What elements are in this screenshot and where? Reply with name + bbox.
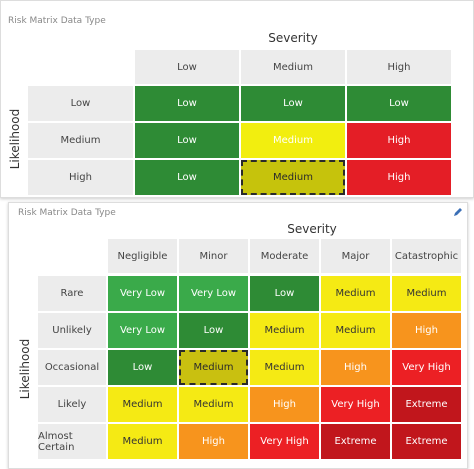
column-header: Low [135,50,239,84]
risk-cell[interactable]: Medium [321,276,390,311]
row-header: Rare [38,276,106,311]
risk-cell[interactable]: Low [135,86,239,121]
y-axis-label: Likelihood [18,338,32,400]
risk-cell[interactable]: Medium [179,350,248,385]
risk-cell[interactable]: Medium [241,160,345,195]
column-header: Medium [241,50,345,84]
risk-cell[interactable]: High [347,160,451,195]
risk-cell[interactable]: Extreme [392,424,461,459]
risk-cell[interactable]: Medium [321,313,390,348]
column-header: Catastrophic [392,239,461,273]
y-axis-label: Likelihood [8,108,22,170]
row-header: Occasional [38,350,106,385]
risk-cell[interactable]: Medium [108,387,177,422]
row-header: Almost Certain [38,424,106,459]
row-header: Medium [28,123,133,158]
row-header: Likely [38,387,106,422]
column-header: Major [321,239,390,273]
risk-cell[interactable]: High [250,387,319,422]
risk-cell[interactable]: Extreme [392,387,461,422]
risk-cell[interactable]: Low [241,86,345,121]
risk-cell[interactable]: Very High [321,387,390,422]
risk-cell[interactable]: High [321,350,390,385]
risk-cell[interactable]: Very Low [108,313,177,348]
risk-cell[interactable]: Low [179,313,248,348]
x-axis-label: Severity [268,31,318,45]
column-header: Negligible [108,239,177,273]
panel-title: Risk Matrix Data Type [8,16,106,26]
risk-cell[interactable]: Medium [250,313,319,348]
risk-cell[interactable]: Very Low [179,276,248,311]
risk-cell[interactable]: High [392,313,461,348]
risk-cell[interactable]: Medium [241,123,345,158]
risk-cell[interactable]: Low [135,160,239,195]
risk-cell[interactable]: Low [108,350,177,385]
risk-cell[interactable]: Low [250,276,319,311]
column-header: Minor [179,239,248,273]
risk-cell[interactable]: Medium [108,424,177,459]
risk-cell[interactable]: Extreme [321,424,390,459]
row-header: Low [28,86,133,121]
risk-cell[interactable]: Very Low [108,276,177,311]
risk-cell[interactable]: Low [135,123,239,158]
row-header: Unlikely [38,313,106,348]
risk-cell[interactable]: Very High [392,350,461,385]
risk-cell[interactable]: High [179,424,248,459]
risk-cell[interactable]: Low [347,86,451,121]
risk-cell[interactable]: Very High [250,424,319,459]
column-header: High [347,50,451,84]
row-header: High [28,160,133,195]
risk-cell[interactable]: Medium [392,276,461,311]
panel-title: Risk Matrix Data Type [18,208,116,218]
risk-cell[interactable]: Medium [179,387,248,422]
risk-cell[interactable]: High [347,123,451,158]
column-header: Moderate [250,239,319,273]
x-axis-label: Severity [287,222,337,236]
risk-cell[interactable]: Medium [250,350,319,385]
edit-icon[interactable] [453,207,463,217]
